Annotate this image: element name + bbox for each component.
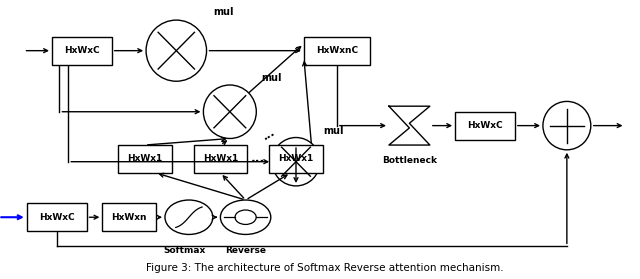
Bar [304,37,370,64]
Bar [194,145,247,173]
Ellipse shape [272,138,320,186]
Text: Figure 3: The architecture of Softmax Reverse attention mechanism.: Figure 3: The architecture of Softmax Re… [145,263,503,273]
Ellipse shape [146,20,207,81]
Text: Bottleneck: Bottleneck [382,156,437,165]
Text: ...: ... [261,126,277,141]
Ellipse shape [235,210,256,225]
Polygon shape [389,106,430,145]
Text: ...: ... [251,152,266,165]
Ellipse shape [165,200,213,234]
Text: HxWxC: HxWxC [39,213,74,222]
Text: HxWxn: HxWxn [111,213,147,222]
Text: mul: mul [213,7,234,17]
Bar [27,203,86,231]
Bar [102,203,156,231]
Ellipse shape [543,102,591,150]
Text: mul: mul [324,126,344,136]
Text: HxWxnC: HxWxnC [316,46,358,55]
Bar [269,145,323,173]
Text: HxWxC: HxWxC [467,121,503,130]
Text: mul: mul [261,73,282,83]
Ellipse shape [220,200,271,234]
Ellipse shape [204,85,256,138]
Bar [455,112,515,140]
Text: Softmax: Softmax [163,246,205,254]
Bar [52,37,112,64]
Text: HxWx1: HxWx1 [278,155,314,163]
Text: HxWx1: HxWx1 [127,155,163,163]
Text: HxWxC: HxWxC [64,46,100,55]
Bar [118,145,172,173]
Text: HxWx1: HxWx1 [203,155,238,163]
Text: Reverse: Reverse [225,246,266,254]
